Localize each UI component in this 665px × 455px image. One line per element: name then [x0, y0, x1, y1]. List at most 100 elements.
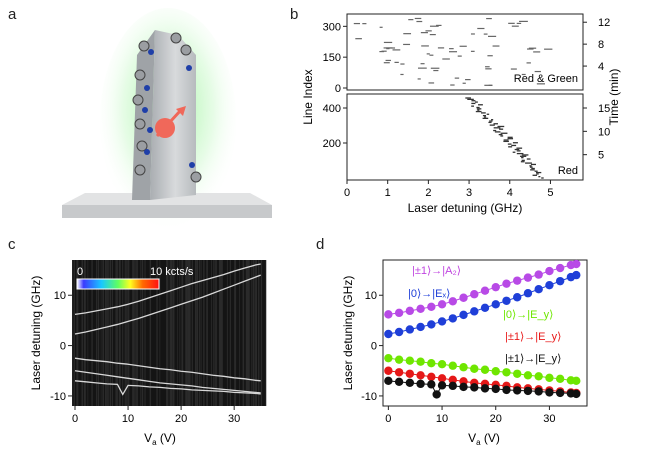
- d-data-point: [384, 329, 393, 339]
- d-data-point: [384, 376, 393, 386]
- b-bottom-time-label: 15: [598, 103, 610, 115]
- c-ytick-label: -10: [50, 391, 66, 403]
- d-data-point: [480, 384, 490, 393]
- panel-label-a: a: [8, 6, 17, 23]
- colorbar-max: 10 kcts/s: [150, 266, 194, 278]
- d-data-point: [448, 297, 457, 306]
- b-bottom-label: Red: [558, 165, 578, 177]
- d-data-point: [534, 270, 543, 279]
- d-data-point: [534, 387, 543, 396]
- d-data-point: [523, 273, 533, 282]
- d-data-point: [513, 293, 522, 302]
- d-data-point: [394, 308, 404, 318]
- b-bottom-ytick-label: 200: [323, 138, 341, 150]
- d-data-point: [416, 322, 425, 332]
- d-data-point: [405, 325, 415, 334]
- d-data-point: [448, 375, 457, 385]
- c-xtick-label: 30: [228, 413, 240, 425]
- d-transition-label: |±1⟩→|E_y⟩: [505, 331, 561, 343]
- b-bottom-time-label: 10: [598, 126, 610, 138]
- panel-b: Line Index Time (min) Laser detuning (GH…: [301, 13, 621, 215]
- d-data-point: [491, 300, 500, 309]
- d-data-point: [437, 381, 447, 390]
- c-ylabel: Laser detuning (GHz): [29, 276, 43, 391]
- d-xtick-label: 30: [543, 413, 555, 425]
- d-data-point: [427, 380, 436, 389]
- d-data-point: [523, 289, 533, 298]
- d-data-point: [502, 296, 511, 305]
- d-data-point: [555, 388, 565, 398]
- d-data-point: [513, 369, 522, 378]
- d-data-point: [534, 285, 543, 294]
- d-xtick-label: 20: [490, 413, 502, 425]
- b-xtick-label: 3: [466, 187, 472, 199]
- c-trace: [74, 370, 261, 394]
- d-data-point: [448, 381, 457, 391]
- d-ytick-label: 0: [371, 341, 377, 353]
- b-top-time-label: 4: [598, 61, 604, 73]
- d-data-point: [470, 307, 479, 316]
- d-data-point: [545, 280, 554, 290]
- d-data-point: [572, 376, 581, 386]
- d-data-point: [470, 364, 479, 373]
- plot-b-top-frame: [346, 13, 584, 91]
- d-data-point: [491, 367, 500, 376]
- d-data-point: [432, 390, 441, 399]
- d-data-point: [416, 379, 425, 389]
- d-data-point: [416, 371, 425, 380]
- d-data-point: [502, 368, 511, 377]
- c-trace: [74, 380, 261, 396]
- d-xtick-label: 10: [436, 413, 448, 425]
- d-data-point: [427, 359, 436, 368]
- d-data-point: [523, 371, 533, 380]
- d-data-point: [394, 355, 404, 364]
- d-data-point: [491, 282, 500, 292]
- d-data-point: [572, 389, 581, 399]
- d-data-point: [480, 303, 490, 313]
- colorbar-min: 0: [77, 266, 83, 278]
- d-data-point: [572, 270, 581, 280]
- d-data-point: [448, 314, 457, 323]
- c-xlabel: Va (V): [144, 431, 176, 447]
- d-xlabel: Va (V): [468, 431, 500, 447]
- panel-d: |±1⟩→|A₂⟩ |0⟩→|Eₓ⟩ |0⟩→|E_y⟩ |±1⟩→|E_y⟩ |±1⟩…: [341, 259, 588, 447]
- c-ytick-label: 10: [54, 290, 66, 302]
- d-data-point: [459, 382, 468, 392]
- d-data-point: [502, 279, 511, 288]
- d-data-point: [502, 385, 511, 395]
- b-ylabel: Line Index: [301, 69, 315, 124]
- d-data-point: [394, 327, 404, 337]
- d-data-point: [459, 293, 468, 302]
- b-xtick-label: 5: [547, 187, 553, 199]
- d-data-point: [384, 310, 393, 319]
- colorbar: [76, 278, 160, 290]
- c-xtick-label: 0: [72, 413, 78, 425]
- d-data-point: [384, 353, 393, 363]
- pillar-illustration: [62, 8, 272, 232]
- b-top-time-label: 8: [598, 39, 604, 51]
- d-data-point: [480, 365, 490, 374]
- d-data-point: [437, 300, 447, 309]
- d-data-point: [572, 259, 581, 269]
- panel-label-b: b: [290, 6, 299, 23]
- b-xtick-label: 2: [425, 187, 431, 199]
- d-data-point: [555, 263, 565, 273]
- c-ytick-label: 0: [60, 341, 66, 353]
- d-data-point: [480, 286, 490, 295]
- d-xtick-label: 0: [385, 413, 391, 425]
- c-xtick-label: 10: [122, 413, 134, 425]
- b-top-label: Red & Green: [514, 73, 578, 85]
- d-ylabel: Laser detuning (GHz): [341, 276, 355, 391]
- b-bottom-time-label: 5: [598, 150, 604, 162]
- c-trace: [74, 263, 261, 316]
- d-data-point: [513, 276, 522, 285]
- d-transition-label: |±1⟩→|E_y⟩: [505, 353, 561, 365]
- d-data-point: [394, 368, 404, 377]
- d-data-point: [448, 361, 457, 370]
- d-data-point: [405, 306, 415, 316]
- d-data-point: [405, 356, 415, 365]
- c-trace: [74, 274, 261, 335]
- b-y2label: Time (min): [607, 69, 621, 126]
- d-data-point: [470, 290, 479, 299]
- d-data-point: [405, 378, 415, 388]
